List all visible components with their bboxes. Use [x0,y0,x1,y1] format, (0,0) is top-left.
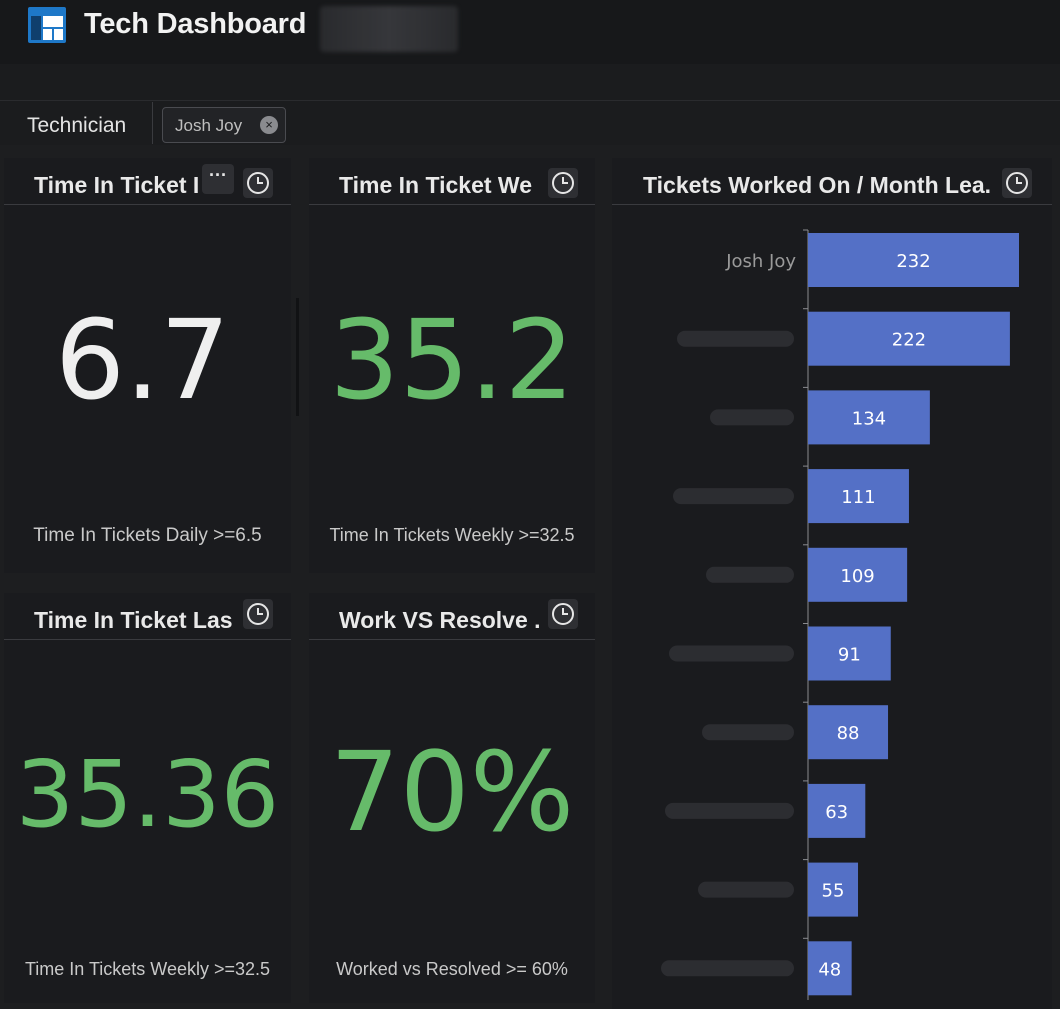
bar-value-label: 63 [825,802,848,823]
filter-chip[interactable]: Josh Joy × [162,107,286,143]
card-time-in-ticket-last: Time In Ticket Las 35.36 Time In Tickets… [4,593,291,1003]
card-title: Time In Ticket I [34,172,200,198]
bar[interactable] [808,941,852,996]
filter-chip-label: Josh Joy [175,116,243,135]
card-header: Time In Ticket We [309,158,595,205]
redacted-category-label [677,330,794,347]
bar[interactable] [808,862,859,917]
bar-value-label: 88 [837,723,860,744]
kpi-subtitle: Worked vs Resolved >= 60% [336,959,568,979]
bar[interactable] [808,233,1019,287]
card-time-in-ticket-daily: Time In Ticket I ··· 6.7 Time In Tickets… [4,158,291,573]
kpi-subtitle: Time In Tickets Daily >=6.5 [33,525,262,546]
kpi-value: 35.36 [15,741,280,848]
redacted-category-label [665,802,794,819]
leaderboard-chart: 232 Josh Joy 222 134 111 109 91 88 63 55 48 [661,229,1019,1000]
kpi-value: 6.7 [55,296,230,424]
more-options-icon[interactable]: ··· [202,164,234,194]
filter-bar [0,100,1060,145]
bar[interactable] [808,390,930,445]
bar-value-label: 111 [841,487,875,508]
redacted-category-label [673,488,794,505]
card-header: Time In Ticket Las [4,593,291,640]
kpi-subtitle: Time In Tickets Weekly >=32.5 [329,525,575,545]
card-work-vs-resolve: Work VS Resolve . 70% Worked vs Resolved… [309,593,595,1003]
leaderboard-title: Tickets Worked On / Month Lea. [643,172,992,198]
redacted-category-label [710,409,794,426]
bar[interactable] [808,469,909,524]
card-header: Tickets Worked On / Month Lea. [612,158,1052,205]
card-header: Work VS Resolve . [309,593,595,640]
redacted-category-label [702,724,794,741]
category-label: Josh Joy [725,251,796,272]
redacted-text [320,6,458,52]
card-title: Time In Ticket Las [34,607,233,633]
redacted-category-label [706,566,794,583]
card-title: Time In Ticket We [339,172,533,198]
bar-value-label: 55 [822,881,845,902]
toolbar-strip [0,64,1060,100]
app-title: Tech Dashboard [84,8,307,40]
clock-icon[interactable] [243,599,273,629]
card-time-in-ticket-weekly: Time In Ticket We 35.2 Time In Tickets W… [309,158,595,573]
bar[interactable] [808,705,889,760]
filter-divider [152,102,153,144]
kpi-value: 35.2 [329,296,575,424]
bar[interactable] [808,783,866,838]
kpi-value: 70% [329,728,575,856]
filter-label: Technician [27,114,127,137]
clock-icon[interactable] [1002,168,1032,198]
redacted-category-label [669,645,794,662]
bar-value-label: 109 [840,566,874,587]
clock-icon[interactable] [548,168,578,198]
bar-value-label: 232 [896,251,930,272]
clock-icon[interactable] [548,599,578,629]
bar-value-label: 222 [892,330,926,351]
card-header: Time In Ticket I ··· [4,158,291,205]
app-header: Tech Dashboard [0,0,1060,64]
leaderboard-panel: Tickets Worked On / Month Lea. 232 Josh J… [612,158,1052,1009]
bar[interactable] [808,311,1010,366]
divider [296,298,299,416]
redacted-category-label [661,960,794,977]
bar[interactable] [808,547,908,602]
kpi-subtitle: Time In Tickets Weekly >=32.5 [24,959,271,979]
table-icon [28,7,66,43]
bar-value-label: 91 [838,645,861,666]
bar-value-label: 48 [818,959,841,980]
redacted-category-label [698,881,794,898]
clock-icon[interactable] [243,168,273,198]
card-title: Work VS Resolve . [339,607,541,633]
bar[interactable] [808,626,891,681]
bar-value-label: 134 [852,408,886,429]
clear-filter-icon[interactable]: × [260,116,278,134]
